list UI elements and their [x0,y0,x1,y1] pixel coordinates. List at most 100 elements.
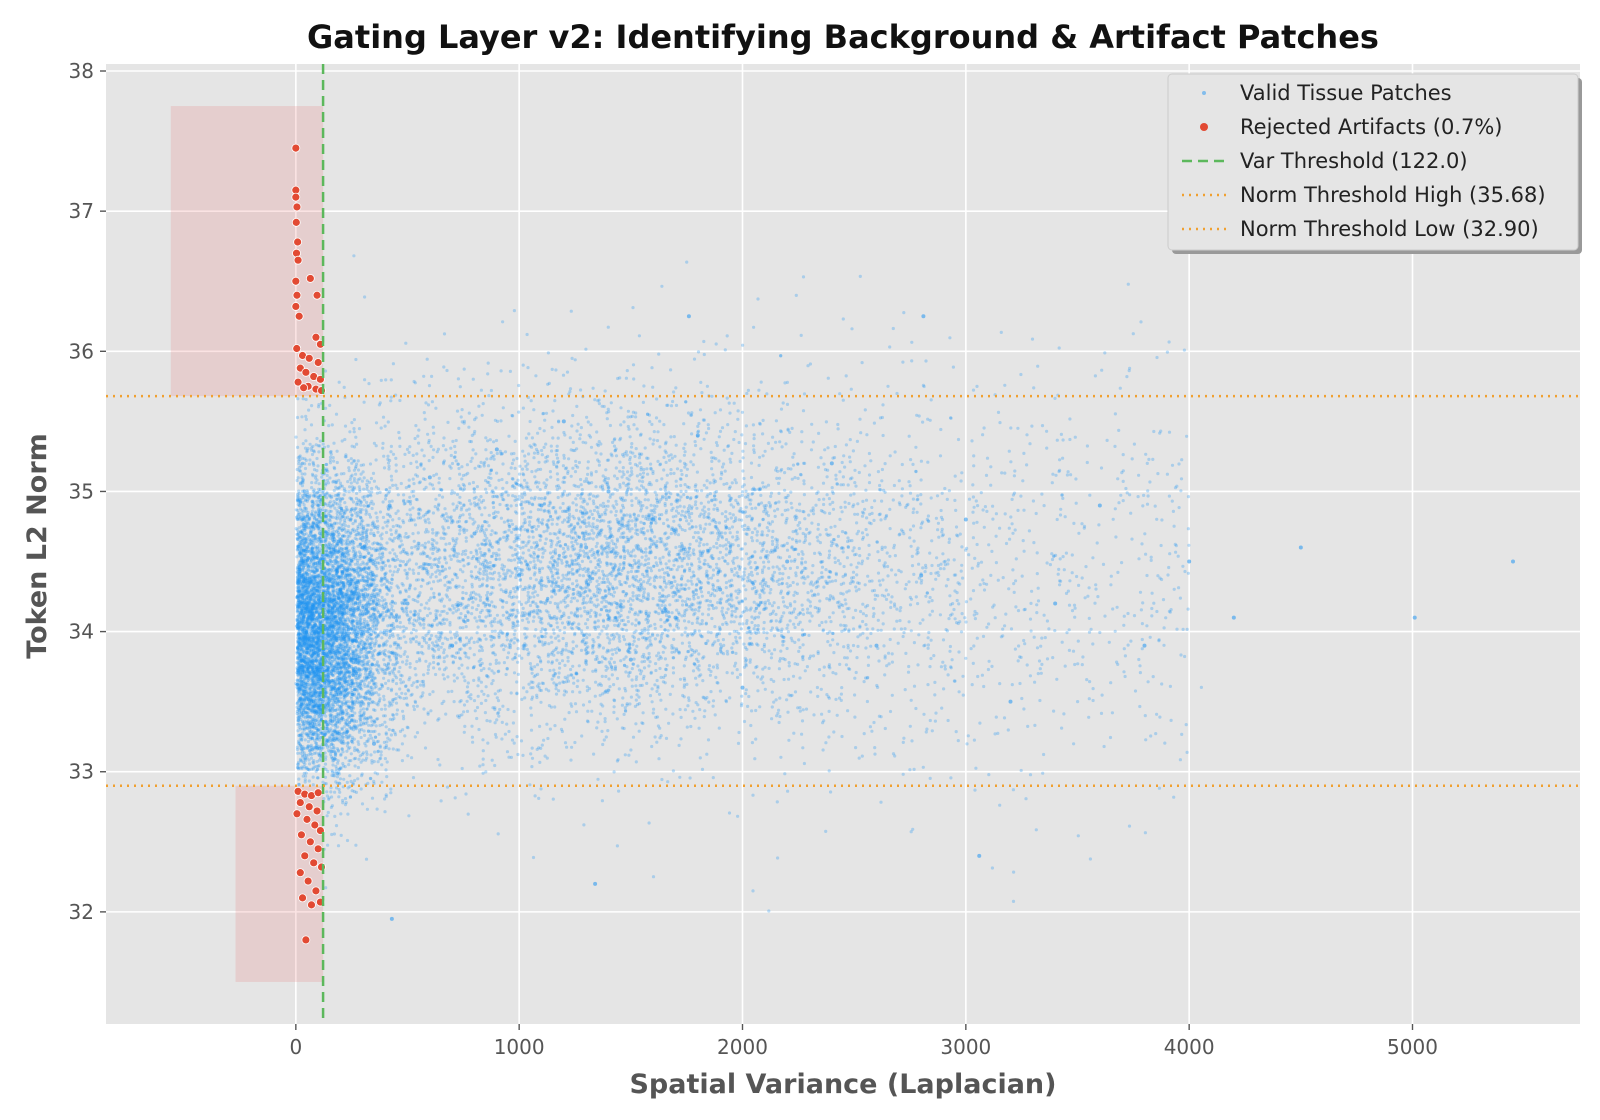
valid-point [874,643,879,648]
y-tick-label: 36 [69,339,94,363]
valid-point [1511,559,1515,564]
valid-point [829,461,834,466]
rejected-point [295,868,305,878]
valid-point [1008,699,1013,704]
rejected-point [311,886,321,896]
valid-point [450,643,455,648]
valid-point [1298,545,1303,550]
rejected-point [310,820,320,830]
valid-point [740,685,745,690]
rejected-point [293,255,303,265]
rejected-point [291,192,301,202]
y-tick-label: 38 [69,59,94,83]
rejected-point [292,202,302,212]
rejected-point [307,900,316,910]
legend-marker [1200,123,1208,131]
valid-point [349,657,354,662]
rejected-point [297,830,306,840]
rejected-point [304,353,314,363]
valid-point [320,699,325,704]
rejected-point [313,358,323,367]
rejected-point [302,814,312,824]
rejected-point [291,143,301,153]
valid-point [1142,643,1147,648]
x-tick-label: 0 [289,1035,302,1059]
rejected-point [292,290,302,300]
valid-point [1053,601,1058,606]
valid-point [921,314,926,319]
valid-point [718,587,723,592]
x-tick-label: 5000 [1387,1035,1438,1059]
valid-point [695,433,700,438]
legend-label: Valid Tissue Patches [1240,81,1452,105]
valid-point [472,531,477,536]
valid-point [584,545,589,550]
rejected-point [301,367,311,377]
rejected-point [305,274,315,283]
legend-label: Var Threshold (122.0) [1240,149,1468,173]
valid-point [405,601,410,606]
rejected-point [293,237,303,247]
legend-label: Rejected Artifacts (0.7%) [1240,115,1503,139]
valid-point [1231,615,1236,620]
legend-label: Norm Threshold High (35.68) [1240,183,1546,207]
y-tick-label: 35 [69,479,94,503]
rejected-point [291,217,301,227]
valid-point [539,503,544,508]
rejected-point [292,809,302,819]
grid-lines [106,64,1580,1024]
valid-point [919,573,924,578]
legend: Valid Tissue Patches Rejected Artifacts (… [1167,73,1582,254]
legend-label: Norm Threshold Low (32.90) [1240,217,1539,241]
y-tick-label: 32 [69,900,94,924]
y-axis-title: Token L2 Norm [22,433,53,659]
valid-point [673,615,678,620]
rejected-point [311,332,321,342]
rejected-point [291,302,301,311]
rejected-point [299,383,309,393]
valid-point [427,475,432,480]
rejected-point [303,876,313,886]
valid-point [1097,503,1102,508]
valid-point [517,573,522,578]
valid-point [963,517,968,522]
axis-ticks: 0 1000 2000 3000 4000 5000 32 33 34 35 36 37 38 [69,59,1438,1059]
valid-point [1187,559,1192,564]
valid-point [338,587,343,592]
x-axis-title: Spatial Variance (Laplacian) [629,1069,1056,1100]
valid-point [977,853,982,858]
rejected-point [312,806,322,816]
rejected-point [305,837,315,847]
valid-point [606,489,611,494]
valid-point [389,916,394,921]
rejected-point [300,851,310,861]
valid-tissue-cloud [294,254,1203,913]
x-tick-label: 1000 [494,1035,545,1059]
y-tick-label: 34 [69,620,94,644]
chart-title: Gating Layer v2: Identifying Background … [307,18,1379,56]
valid-point [1412,615,1417,620]
rejected-point [294,311,304,321]
x-tick-label: 2000 [717,1035,768,1059]
valid-point [628,657,633,662]
valid-point [494,447,499,452]
valid-point [372,741,376,746]
valid-point [593,881,598,886]
rejected-point [291,276,301,286]
scatter-points [291,143,1515,945]
rejected-point [309,858,319,868]
x-tick-label: 4000 [1164,1035,1215,1059]
valid-point [785,559,790,564]
x-tick-label: 3000 [940,1035,991,1059]
rejected-point [292,344,302,353]
y-tick-label: 37 [69,199,94,223]
rejected-point [295,798,305,807]
valid-point [561,419,566,424]
rejected-point [298,893,307,903]
threshold-lines [106,64,1580,1024]
valid-point [360,545,365,550]
rejected-point [312,290,322,300]
rejected-point [301,935,311,945]
valid-point [307,615,312,620]
